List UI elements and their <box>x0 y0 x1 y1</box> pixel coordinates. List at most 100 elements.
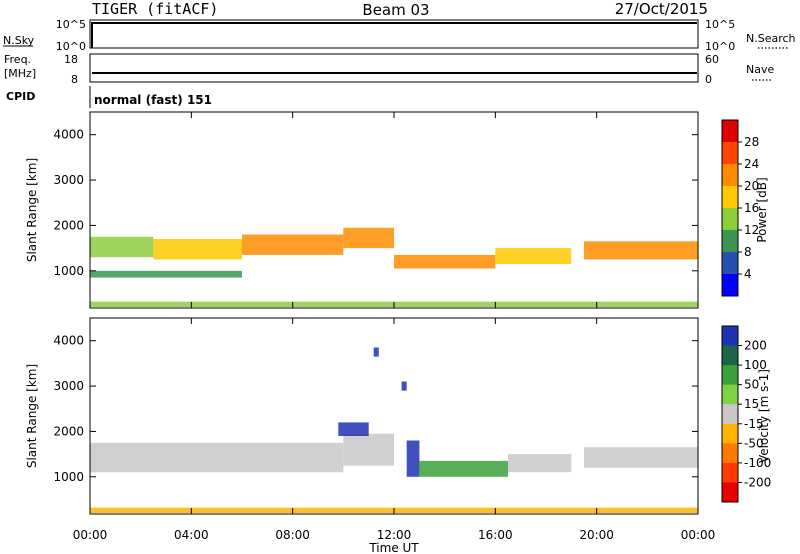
velocity-colorbar-label: Velocity [m s-1] <box>757 369 771 463</box>
nsearch-label: N.Search <box>746 32 796 45</box>
colorbar-segment <box>722 274 738 297</box>
nsky-panel: N.Sky 10^5 10^0 10^5 10^0 N.Search <box>3 18 796 53</box>
colorbar-tick-label: -200 <box>744 475 771 489</box>
scatter-band <box>419 460 508 477</box>
colorbar-tick-label: -50 <box>744 436 764 450</box>
cpid-value: normal (fast) 151 <box>94 93 212 107</box>
colorbar-segment <box>722 142 738 165</box>
scatter-band <box>495 248 572 264</box>
scatter-band <box>373 347 379 357</box>
y-tick-label: 3000 <box>53 173 84 187</box>
power-y-axis: 1000 2000 3000 4000 <box>53 128 698 278</box>
power-data-layer <box>90 227 698 307</box>
y-tick-label: 4000 <box>53 128 84 142</box>
x-tick-label: 00:00 <box>73 528 108 542</box>
date-label: 27/Oct/2015 <box>615 0 708 18</box>
colorbar-segment <box>722 345 738 366</box>
colorbar-segment <box>722 423 738 444</box>
colorbar-tick-label: 16 <box>744 201 759 215</box>
colorbar-segment <box>722 252 738 275</box>
scatter-band <box>338 422 369 436</box>
scatter-band <box>90 236 154 258</box>
colorbar-tick-label: 100 <box>744 358 767 372</box>
y-tick-label: 2000 <box>53 424 84 438</box>
x-tick-label: 00:00 <box>681 528 716 542</box>
y-tick-label: 4000 <box>53 334 84 348</box>
colorbar-tick-label: 200 <box>744 339 767 353</box>
power-x-tick-marks <box>89 112 699 308</box>
y-tick-label: 1000 <box>53 264 84 278</box>
nsky-label: N.Sky <box>3 34 35 47</box>
colorbar-segment <box>722 404 738 425</box>
scatter-band <box>394 254 496 269</box>
freq-tick-low: 8 <box>71 73 78 86</box>
velocity-y-axis: 1000 2000 3000 4000 <box>53 334 698 484</box>
colorbar-tick-label: -15 <box>744 417 764 431</box>
freq-tick-high: 18 <box>64 53 78 66</box>
nave-tick-high: 60 <box>705 53 719 66</box>
cpid-row: CPID normal (fast) 151 <box>6 86 212 108</box>
x-tick-label: 08:00 <box>275 528 310 542</box>
colorbar-segment <box>722 208 738 231</box>
nave-tick-low: 0 <box>705 73 712 86</box>
freq-label-1: Freq. <box>4 53 31 66</box>
power-colorbar-label: Power [dB] <box>755 177 769 242</box>
colorbar-segment <box>722 462 738 483</box>
nave-label: Nave <box>746 63 774 76</box>
y-tick-label: 3000 <box>53 379 84 393</box>
power-colorbar: 28 24 20 16 12 8 4 <box>721 119 759 297</box>
scatter-band <box>153 239 242 260</box>
colorbar-segment <box>722 384 738 405</box>
scatter-band <box>90 270 242 278</box>
cpid-label: CPID <box>6 90 35 103</box>
nsky-tick-high: 10^5 <box>56 18 86 31</box>
x-tick-label: 20:00 <box>579 528 614 542</box>
colorbar-tick-label: 15 <box>744 397 759 411</box>
colorbar-tick-label: 20 <box>744 179 759 193</box>
scatter-band <box>343 433 394 466</box>
scatter-band <box>90 442 344 473</box>
scatter-band <box>242 234 344 255</box>
velocity-panel: 1000 2000 3000 4000 00:00 04:00 08:00 12:00 16:… <box>25 317 771 554</box>
colorbar-tick-label: 50 <box>744 378 759 392</box>
colorbar-tick-label: 8 <box>744 245 752 259</box>
station-title: TIGER (fitACF) <box>92 0 218 18</box>
freq-panel: Freq. [MHz] 18 8 60 0 Nave <box>4 53 774 86</box>
nsearch-tick-high: 10^5 <box>705 18 735 31</box>
colorbar-tick-label: 4 <box>744 267 752 281</box>
scatter-band <box>401 381 407 391</box>
colorbar-segment <box>722 164 738 187</box>
x-tick-label: 04:00 <box>174 528 209 542</box>
colorbar-tick-label: -100 <box>744 456 771 470</box>
scatter-band <box>406 440 420 477</box>
power-panel: 1000 2000 3000 4000 Slant Range [km] 28 24 20… <box>25 111 769 309</box>
colorbar-tick-label: 28 <box>744 135 759 149</box>
colorbar-segment <box>722 186 738 209</box>
beam-label: Beam 03 <box>362 1 429 19</box>
scatter-band <box>343 227 394 249</box>
colorbar-tick-label: 12 <box>744 223 759 237</box>
velocity-y-axis-label: Slant Range [km] <box>25 364 39 468</box>
power-y-axis-label: Slant Range [km] <box>25 158 39 262</box>
velocity-x-axis: 00:00 04:00 08:00 12:00 16:00 20:00 00:00 <box>73 318 716 542</box>
colorbar-segment <box>722 230 738 253</box>
colorbar-segment <box>722 443 738 464</box>
colorbar-segment <box>722 326 738 347</box>
y-tick-label: 2000 <box>53 218 84 232</box>
x-axis-label: Time UT <box>368 541 419 554</box>
colorbar-frame <box>721 325 739 503</box>
nsky-tick-low: 10^0 <box>56 40 86 53</box>
velocity-data-layer <box>90 347 698 513</box>
x-tick-label: 16:00 <box>478 528 513 542</box>
colorbar-segment <box>722 365 738 386</box>
colorbar-segment <box>722 482 738 503</box>
velocity-colorbar: 200 100 50 15 -15 -50 -100 -200 <box>721 325 771 503</box>
scatter-band <box>508 454 572 473</box>
y-tick-label: 1000 <box>53 470 84 484</box>
scatter-band <box>584 447 698 468</box>
colorbar-tick-label: 24 <box>744 157 759 171</box>
colorbar-segment <box>722 120 738 143</box>
scatter-band <box>584 241 698 260</box>
nsearch-tick-low: 10^0 <box>705 40 735 53</box>
